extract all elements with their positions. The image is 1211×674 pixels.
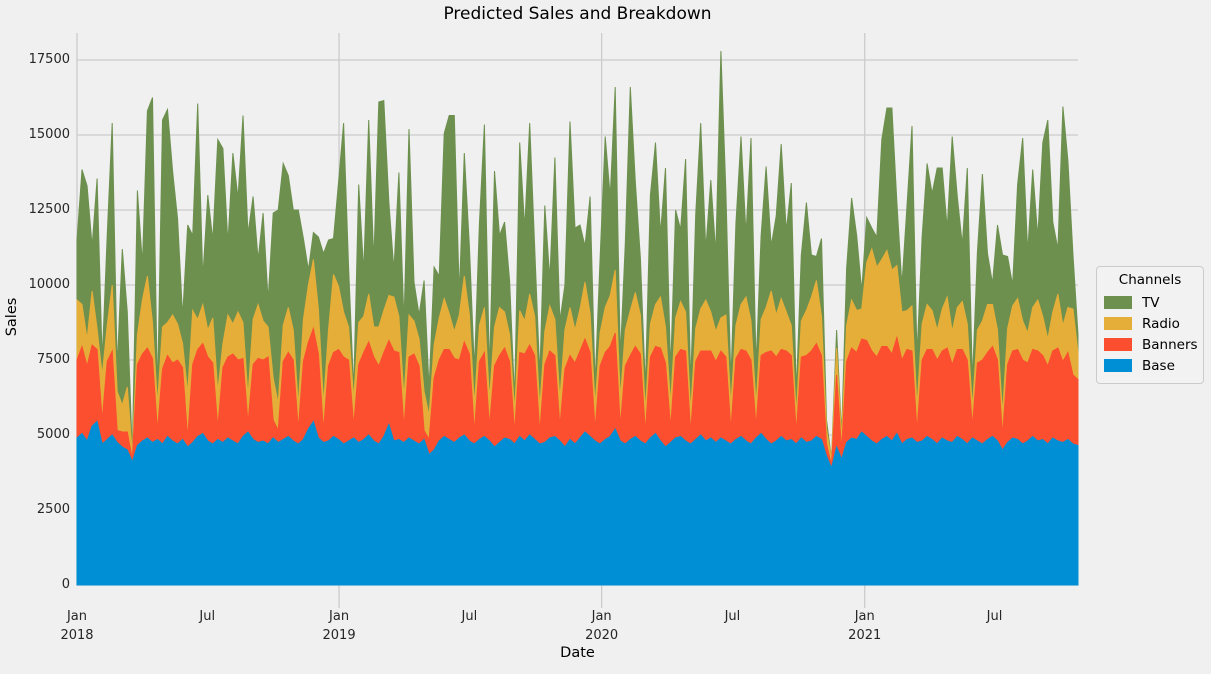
- area-base: [76, 420, 1079, 586]
- x-tick-year: 2019: [322, 628, 356, 643]
- y-tick-label: 0: [61, 577, 70, 592]
- legend-items: TV Radio Banners Base: [1104, 292, 1198, 376]
- x-tick-month: Jan: [591, 609, 612, 624]
- legend-label: TV: [1142, 294, 1160, 311]
- x-axis-label: Date: [560, 645, 595, 661]
- x-tick-label: Jul: [690, 607, 774, 626]
- x-tick-month: Jan: [329, 609, 350, 624]
- legend-label: Radio: [1142, 315, 1180, 332]
- x-tick-label: Jan 2020: [560, 607, 644, 645]
- x-tick-label: Jan 2021: [823, 607, 907, 645]
- legend-swatch-icon: [1104, 338, 1132, 351]
- legend-item-tv: TV: [1104, 292, 1196, 313]
- x-tick-year: 2020: [585, 628, 619, 643]
- y-tick-label: 2500: [36, 502, 70, 517]
- legend-swatch-icon: [1104, 317, 1132, 330]
- x-tick-month: Jul: [199, 609, 216, 624]
- legend-item-banners: Banners: [1104, 334, 1198, 355]
- x-tick-year: 2018: [60, 628, 94, 643]
- x-tick-month: Jul: [986, 609, 1003, 624]
- y-tick-label: 7500: [36, 352, 70, 367]
- legend-label: Banners: [1142, 336, 1198, 353]
- y-tick-label: 15000: [28, 127, 70, 142]
- legend: Channels TV Radio Banners Base: [1096, 266, 1204, 384]
- x-tick-label: Jul: [952, 607, 1036, 626]
- chart-title: Predicted Sales and Breakdown: [443, 4, 712, 24]
- x-tick-label: Jul: [165, 607, 249, 626]
- x-tick-label: Jan 2018: [35, 607, 119, 645]
- y-tick-label: 5000: [36, 427, 70, 442]
- x-tick-year: 2021: [848, 628, 882, 643]
- y-tick-label: 10000: [28, 277, 70, 292]
- legend-title: Channels: [1118, 272, 1182, 288]
- legend-swatch-icon: [1104, 296, 1132, 309]
- x-tick-month: Jul: [724, 609, 741, 624]
- x-tick-month: Jan: [854, 609, 875, 624]
- x-tick-month: Jul: [461, 609, 478, 624]
- legend-item-radio: Radio: [1104, 313, 1196, 334]
- x-tick-label: Jul: [427, 607, 511, 626]
- legend-swatch-icon: [1104, 359, 1132, 372]
- legend-item-base: Base: [1104, 355, 1196, 376]
- x-tick-month: Jan: [66, 609, 88, 624]
- legend-label: Base: [1142, 357, 1175, 374]
- x-tick-label: Jan 2019: [297, 607, 381, 645]
- y-tick-label: 17500: [28, 52, 70, 67]
- y-tick-label: 12500: [28, 202, 70, 217]
